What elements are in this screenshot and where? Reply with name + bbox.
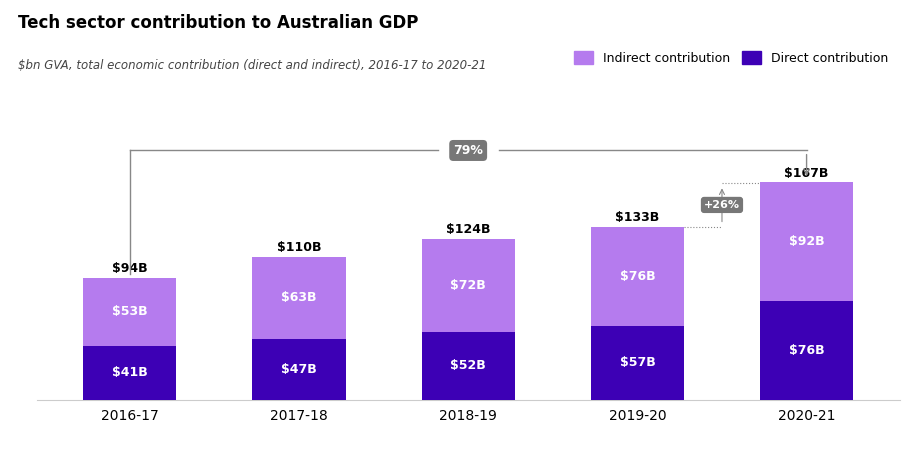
Bar	[760, 301, 853, 400]
Text: $94B: $94B	[112, 262, 148, 275]
Text: $76B: $76B	[620, 270, 655, 283]
Text: $41B: $41B	[112, 366, 148, 380]
Bar	[84, 277, 176, 346]
Bar	[421, 332, 515, 400]
Text: $72B: $72B	[451, 279, 486, 292]
Text: $57B: $57B	[620, 356, 655, 369]
Bar	[760, 182, 853, 301]
Text: $76B: $76B	[789, 344, 824, 357]
Text: $92B: $92B	[789, 235, 824, 248]
Text: 79%: 79%	[453, 144, 483, 157]
Bar	[421, 239, 515, 332]
Bar	[252, 257, 345, 339]
Text: $63B: $63B	[281, 291, 317, 304]
Text: $52B: $52B	[451, 359, 486, 372]
Bar	[591, 227, 684, 326]
Bar	[252, 339, 345, 400]
Text: $47B: $47B	[281, 363, 317, 375]
Text: $124B: $124B	[446, 223, 490, 236]
Text: Tech sector contribution to Australian GDP: Tech sector contribution to Australian G…	[18, 14, 419, 32]
Text: $167B: $167B	[784, 168, 829, 180]
Bar	[591, 326, 684, 400]
Text: $133B: $133B	[615, 212, 659, 224]
Legend: Indirect contribution, Direct contribution: Indirect contribution, Direct contributi…	[569, 46, 893, 70]
Text: +26%: +26%	[704, 200, 740, 210]
Text: $bn GVA, total economic contribution (direct and indirect), 2016-17 to 2020-21: $bn GVA, total economic contribution (di…	[18, 59, 487, 72]
Bar	[84, 346, 176, 400]
Text: $53B: $53B	[112, 306, 148, 318]
Text: $110B: $110B	[276, 241, 321, 254]
